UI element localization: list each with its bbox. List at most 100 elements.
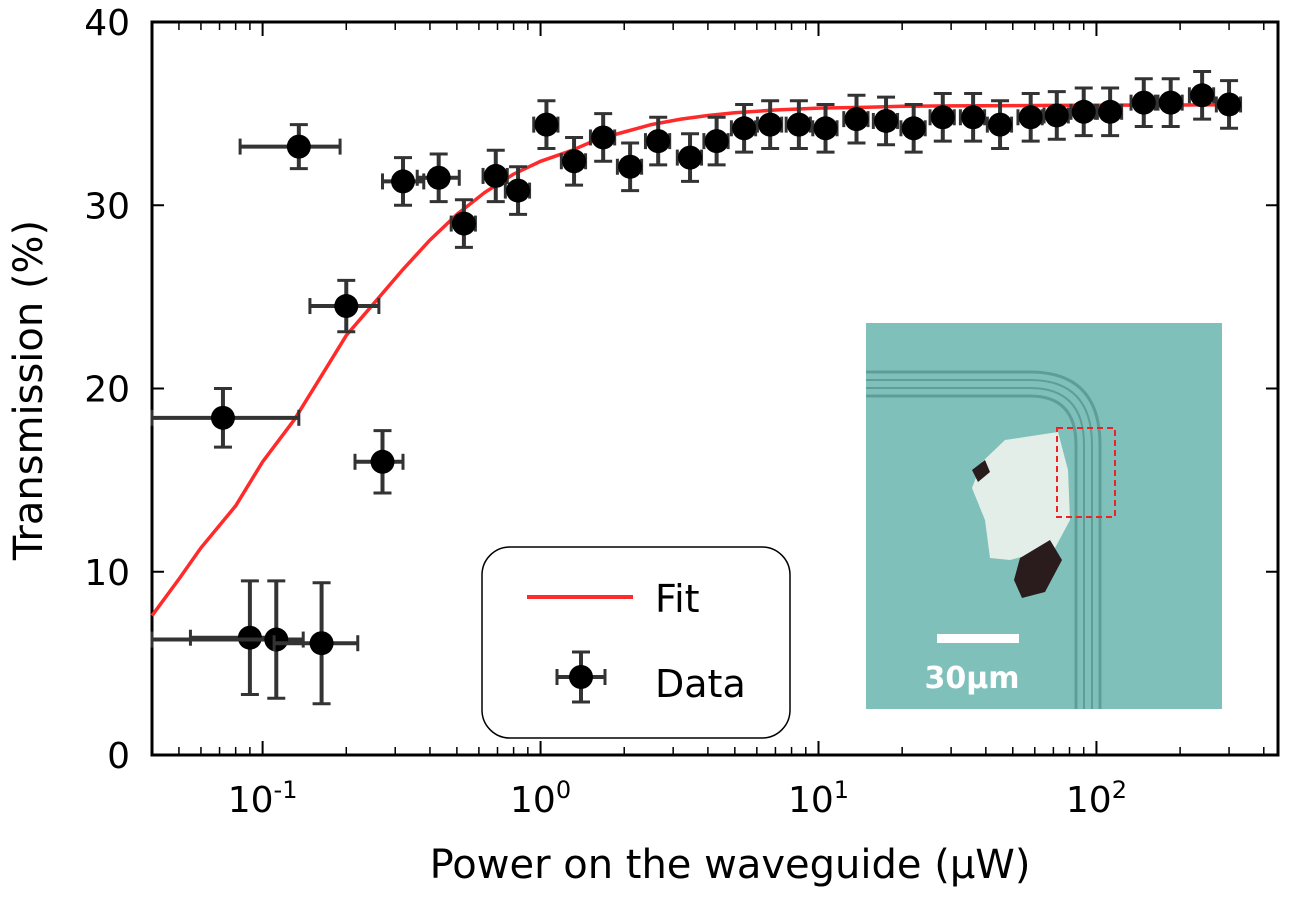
- legend-data-marker: [569, 665, 593, 689]
- data-point: [871, 95, 900, 147]
- data-marker: [618, 154, 643, 179]
- data-points: [150, 69, 1243, 706]
- data-point: [238, 123, 342, 171]
- data-point: [811, 102, 839, 154]
- data-marker: [874, 108, 899, 133]
- y-axis: 0 10 20 30 40: [84, 3, 1278, 777]
- data-point: [958, 91, 987, 143]
- flake-edge: [972, 460, 990, 482]
- data-marker: [901, 116, 926, 141]
- data-marker: [483, 163, 508, 188]
- data-point: [449, 198, 477, 249]
- y-tick-label: 0: [107, 736, 130, 777]
- data-marker: [391, 169, 416, 194]
- x-axis-title: Power on the waveguide (μW): [430, 842, 1031, 888]
- data-marker: [264, 627, 289, 652]
- data-point: [308, 278, 381, 334]
- data-marker: [1044, 103, 1069, 128]
- data-point: [559, 135, 588, 187]
- data-point: [1069, 86, 1097, 138]
- data-marker: [930, 105, 955, 130]
- scale-bar-label: 30μm: [924, 661, 1019, 696]
- data-marker: [1071, 99, 1096, 124]
- flake-shadow: [1014, 540, 1062, 598]
- data-marker: [1098, 99, 1123, 124]
- data-point: [1129, 77, 1157, 128]
- data-point: [842, 93, 870, 145]
- data-marker: [506, 178, 531, 203]
- flake: [972, 432, 1070, 560]
- data-point: [784, 99, 812, 150]
- legend-fit-label: Fit: [655, 577, 700, 621]
- x-tick-label: 100: [510, 776, 571, 821]
- data-marker: [334, 294, 359, 319]
- data-marker: [704, 129, 729, 154]
- data-point: [532, 99, 560, 150]
- data-marker: [210, 405, 235, 430]
- data-marker: [758, 112, 783, 137]
- data-marker: [309, 631, 334, 656]
- data-marker: [451, 211, 476, 236]
- data-point: [150, 387, 301, 449]
- data-point: [928, 91, 956, 143]
- data-marker: [286, 134, 311, 159]
- data-point: [1214, 79, 1243, 130]
- y-tick-label: 20: [84, 370, 130, 411]
- data-point: [1187, 69, 1216, 121]
- data-marker: [562, 149, 587, 174]
- data-point: [481, 148, 509, 204]
- x-tick-label: 10-1: [228, 776, 298, 821]
- data-point: [1156, 77, 1184, 128]
- data-point: [675, 132, 704, 183]
- data-point: [415, 152, 461, 204]
- data-marker: [426, 165, 451, 190]
- data-point: [729, 102, 758, 154]
- data-point: [899, 102, 927, 154]
- x-axis: 10-1 100 101 102: [151, 22, 1265, 821]
- data-marker: [678, 145, 703, 170]
- data-marker: [813, 116, 838, 141]
- data-marker: [370, 449, 395, 474]
- data-marker: [1131, 90, 1156, 115]
- waveguide: [866, 370, 1102, 709]
- data-marker: [534, 112, 559, 137]
- data-point: [1042, 90, 1070, 141]
- data-marker: [591, 125, 616, 150]
- y-tick-label: 10: [84, 553, 130, 594]
- y-axis-title: Transmission (%): [6, 220, 52, 561]
- data-marker: [732, 116, 757, 141]
- data-point: [353, 429, 405, 495]
- legend-data-label: Data: [655, 662, 746, 706]
- data-marker: [844, 107, 869, 132]
- data-point: [503, 165, 532, 216]
- data-marker: [961, 105, 986, 130]
- y-tick-label: 30: [84, 186, 130, 227]
- data-point: [1016, 91, 1044, 143]
- data-point: [150, 579, 305, 700]
- data-point: [702, 115, 730, 167]
- data-marker: [1190, 83, 1215, 108]
- data-point: [1095, 86, 1124, 138]
- data-marker: [1217, 92, 1242, 117]
- x-tick-label: 102: [1066, 776, 1127, 821]
- data-point: [985, 99, 1014, 150]
- data-marker: [1018, 105, 1043, 130]
- data-point: [588, 112, 617, 163]
- data-marker: [646, 129, 671, 154]
- legend: Fit Data: [481, 546, 791, 739]
- legend-data-swatch: [555, 650, 607, 704]
- data-marker: [1158, 90, 1183, 115]
- data-marker: [786, 112, 811, 137]
- data-point: [643, 115, 672, 167]
- data-point: [755, 99, 784, 150]
- legend-box: [481, 546, 791, 739]
- inset-image: 30μm: [866, 323, 1222, 709]
- data-point: [615, 141, 644, 193]
- x-tick-label: 101: [788, 776, 849, 821]
- data-point: [272, 581, 360, 706]
- scale-bar: [937, 634, 1019, 643]
- data-marker: [988, 112, 1013, 137]
- region-of-interest-box: [1056, 427, 1116, 518]
- y-tick-label: 40: [84, 3, 130, 44]
